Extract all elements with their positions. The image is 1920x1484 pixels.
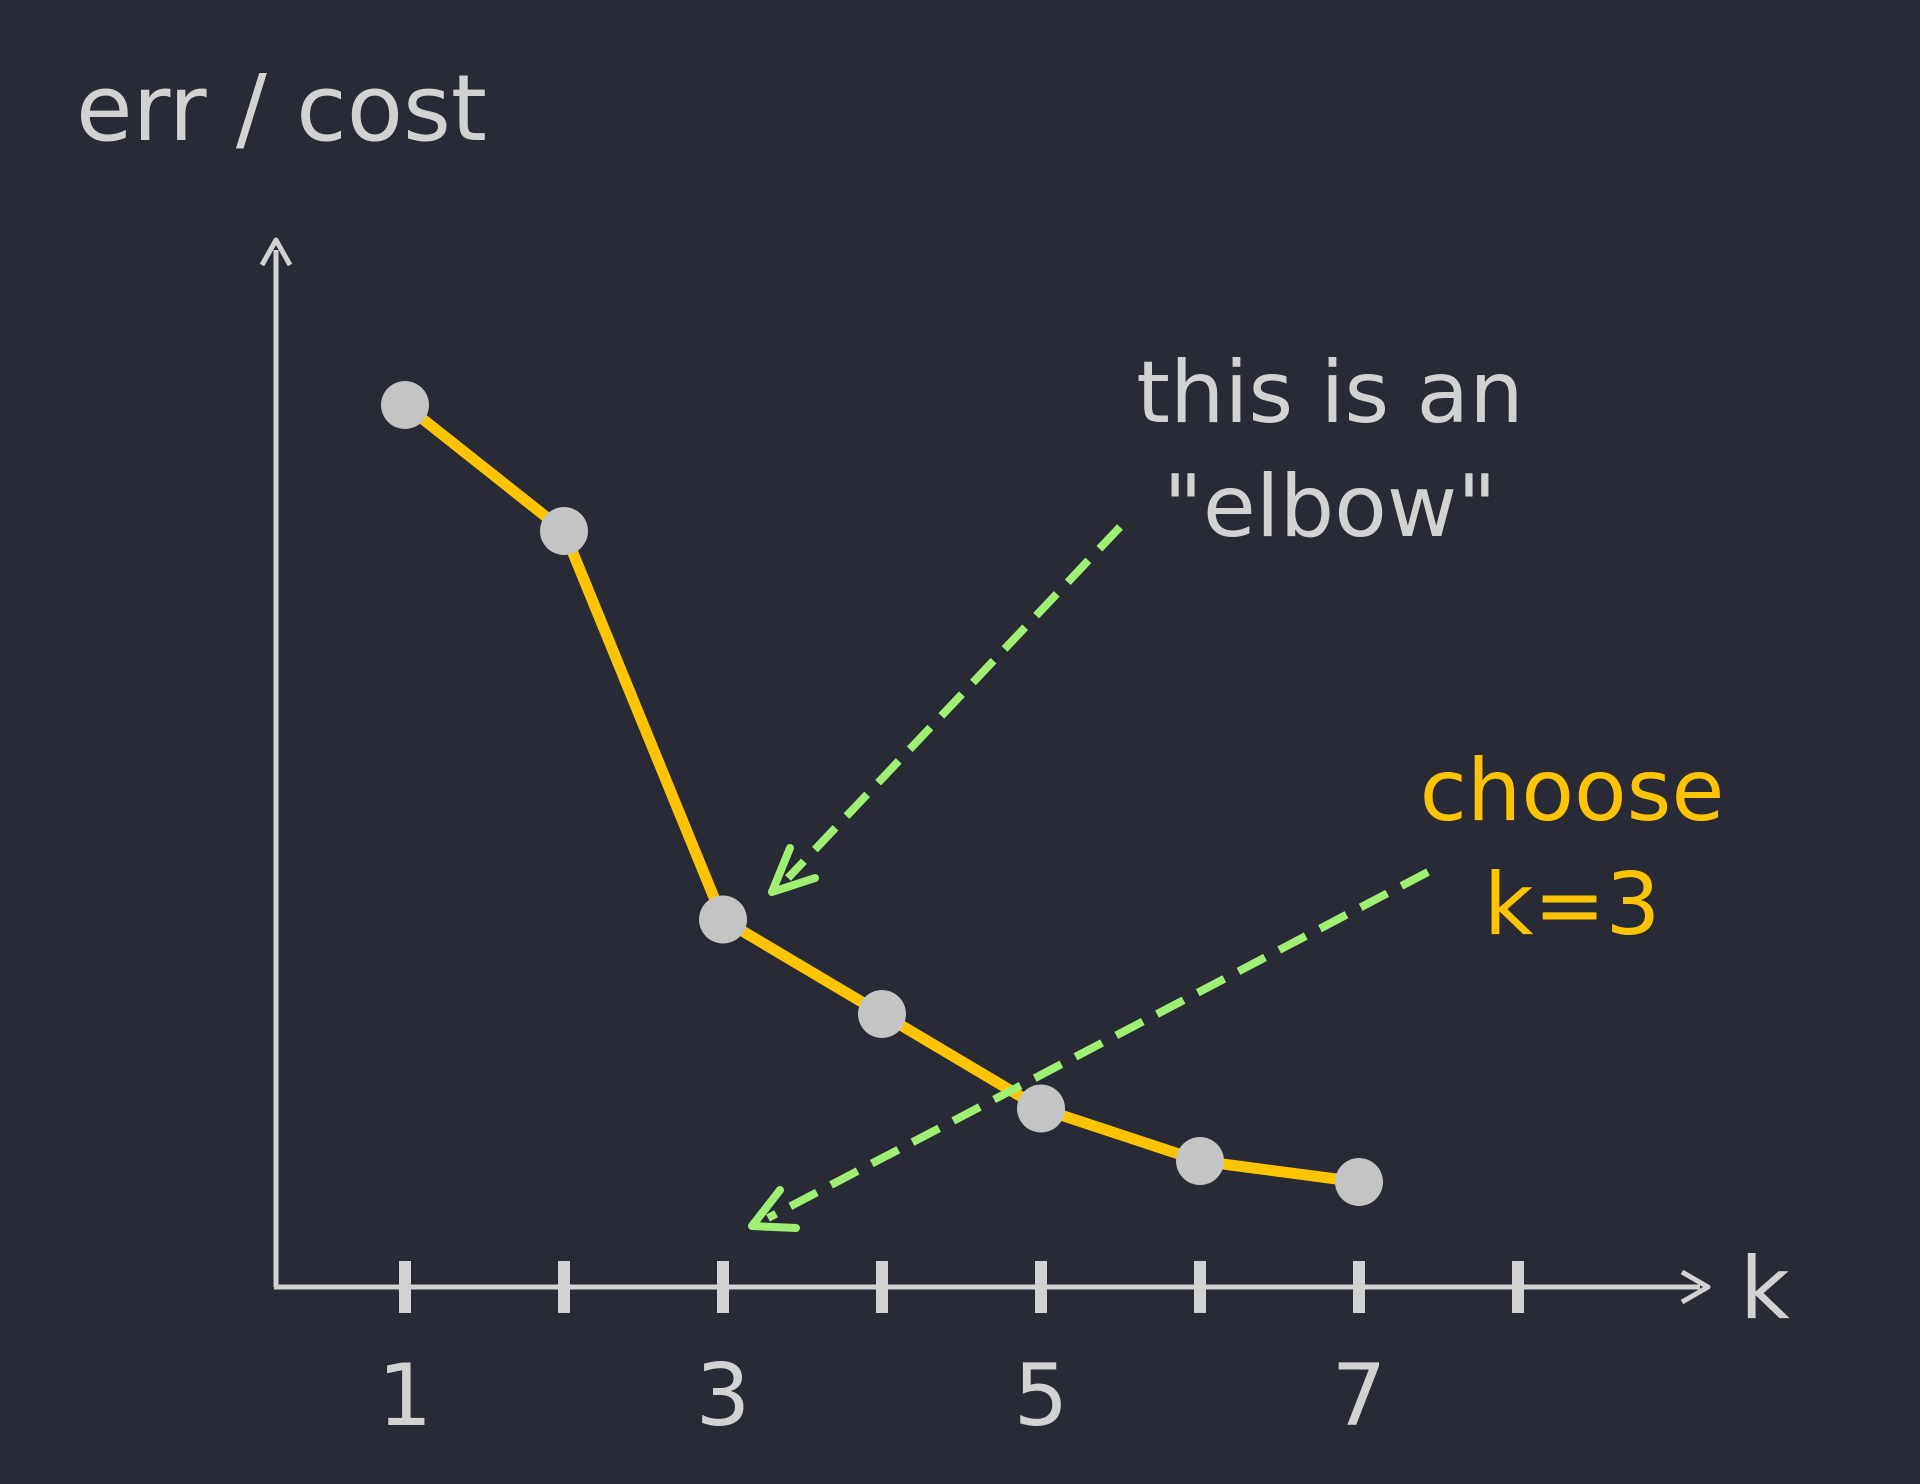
choose-arrow [748, 868, 1430, 1232]
x-axis-label: k [1740, 1239, 1790, 1339]
annotation-choose: choose k=3 [1420, 741, 1725, 955]
annotation-elbow: this is an "elbow" [1136, 343, 1524, 557]
x-tick-label-5: 5 [1014, 1346, 1069, 1446]
data-markers [381, 381, 1383, 1206]
data-point-k7 [1335, 1158, 1383, 1206]
x-tick-label-7: 7 [1332, 1346, 1387, 1446]
x-tick-labels: 1 3 5 7 [378, 1346, 1387, 1446]
x-tick-label-1: 1 [378, 1346, 433, 1446]
annotation-choose-line-1: choose [1420, 741, 1725, 841]
data-point-k4 [858, 990, 906, 1038]
annotation-elbow-line-1: this is an [1136, 343, 1524, 443]
y-axis-arrowhead [259, 237, 293, 267]
x-axis-arrowhead [1680, 1269, 1711, 1305]
data-point-k5 [1017, 1084, 1065, 1133]
y-axis-label: err / cost [76, 55, 487, 162]
x-ticks [399, 1261, 1524, 1313]
data-point-k2 [540, 507, 588, 555]
annotation-choose-line-2: k=3 [1484, 855, 1661, 955]
x-tick-label-3: 3 [696, 1346, 751, 1446]
data-point-k1 [381, 381, 429, 429]
elbow-arrow [768, 524, 1123, 896]
data-point-k6 [1176, 1137, 1224, 1185]
data-point-k3 [699, 895, 747, 944]
annotation-elbow-line-2: "elbow" [1163, 457, 1496, 557]
